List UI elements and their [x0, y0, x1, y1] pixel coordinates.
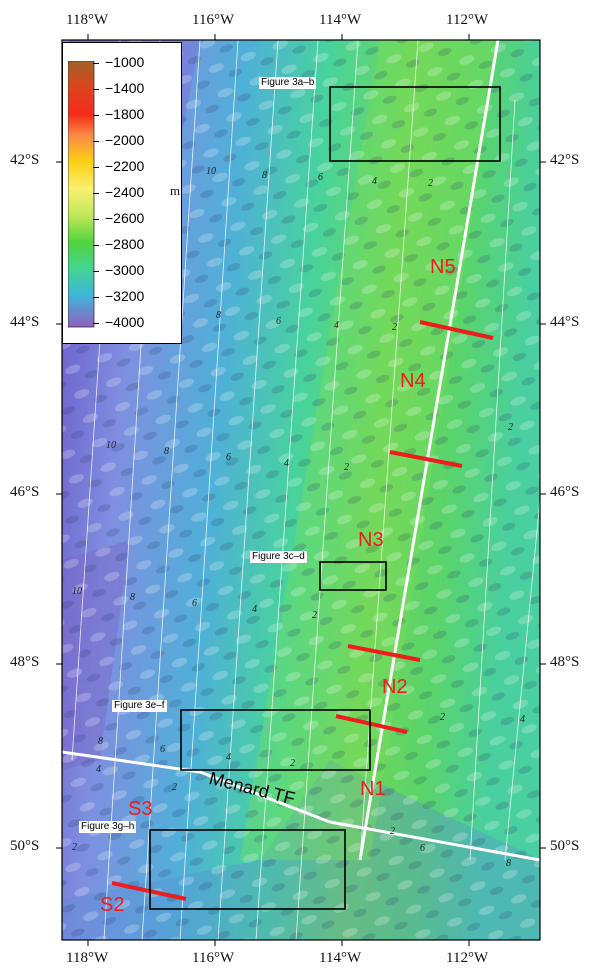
map-frame: [61, 39, 541, 941]
depth-colorbar: −1000 −1400 −1800 −2000 −2200 −2400 −260…: [62, 42, 182, 344]
menard-transform-fault: [62, 750, 540, 862]
contour-label: 6: [192, 598, 197, 609]
x-tick-top-116w: 116°W: [192, 12, 235, 28]
y-tick-right-42s: 42°S: [550, 152, 580, 168]
y-tick-left-48s: 48°S: [10, 654, 40, 670]
contour-label: 8: [506, 858, 511, 869]
boundary-n4-n3: [389, 450, 463, 468]
boundary-s3-s2: [111, 881, 187, 901]
contour-label: 8: [98, 736, 103, 747]
colorbar-label: −3000: [105, 262, 145, 278]
contour-label: 4: [284, 458, 289, 469]
colorbar-label: −1000: [105, 54, 145, 70]
contour-label: 4: [252, 604, 257, 615]
segment-label-n4: N4: [400, 370, 426, 392]
figure-box-3a-b: [329, 86, 501, 162]
segment-label-n1: N1: [360, 778, 386, 800]
colorbar-label: −4000: [105, 314, 145, 330]
contour-label: 8: [262, 170, 267, 181]
segment-label-n3: N3: [358, 529, 384, 551]
figure-box-3e-f: [180, 709, 371, 771]
contour-label: 2: [508, 422, 513, 433]
x-tick-bottom-114w: 114°W: [319, 950, 362, 966]
contour-label: 2: [344, 462, 349, 473]
colorbar-label: −1800: [105, 106, 145, 122]
segment-label-n2: N2: [382, 676, 408, 698]
y-tick-right-46s: 46°S: [550, 484, 580, 500]
y-tick-right-50s: 50°S: [550, 838, 580, 854]
contour-label: 2: [290, 758, 295, 769]
figure-boxes: [149, 86, 501, 910]
contour-label: 2: [440, 712, 445, 723]
figure-3e-f-label: Figure 3e–f: [112, 700, 167, 712]
contour-label: 10: [206, 166, 216, 177]
contour-label: 2: [428, 178, 433, 189]
x-tick-bottom-116w: 116°W: [192, 950, 235, 966]
x-tick-top-118w: 118°W: [66, 12, 109, 28]
contour-label: 4: [226, 752, 231, 763]
contour-label: 6: [226, 452, 231, 463]
contour-label: 10: [72, 586, 82, 597]
colorbar-label: −2400: [105, 184, 145, 200]
colorbar-label: −2600: [105, 210, 145, 226]
segment-label-n5: N5: [430, 256, 456, 278]
contour-label: 6: [276, 316, 281, 327]
figure-box-3c-d: [319, 561, 387, 591]
contour-label: 4: [520, 714, 525, 725]
x-tick-bottom-118w: 118°W: [66, 950, 109, 966]
figure-box-3g-h: [149, 829, 346, 910]
contour-label: 8: [164, 446, 169, 457]
colorbar-label: −3200: [105, 288, 145, 304]
contour-label: 10: [106, 440, 116, 451]
figure-3a-b-label: Figure 3a–b: [259, 77, 317, 89]
colorbar-label: −1400: [105, 80, 145, 96]
contour-label: 8: [216, 310, 221, 321]
boundary-n2-n1: [335, 714, 408, 734]
boundary-n5-n4: [419, 320, 494, 340]
contour-label: 8: [130, 592, 135, 603]
x-tick-top-114w: 114°W: [319, 12, 362, 28]
contour-label: 4: [96, 764, 101, 775]
segment-boundaries: [111, 320, 494, 901]
colorbar-label: −2800: [105, 236, 145, 252]
contour-label: 2: [312, 610, 317, 621]
y-tick-left-46s: 46°S: [10, 484, 40, 500]
figure-3c-d-label: Figure 3c–d: [250, 551, 307, 563]
contour-label: 6: [160, 744, 165, 755]
y-tick-right-48s: 48°S: [550, 654, 580, 670]
contour-label: 4: [372, 176, 377, 187]
boundary-n3-n2: [347, 644, 421, 662]
contour-label: 6: [318, 172, 323, 183]
y-tick-left-50s: 50°S: [10, 838, 40, 854]
y-tick-left-44s: 44°S: [10, 314, 40, 330]
ridge-axis: [358, 40, 500, 861]
segment-label-s3: S3: [128, 798, 153, 820]
colorbar-label: −2200: [105, 158, 145, 174]
colorbar-unit: m: [170, 183, 181, 198]
colorbar-gradient: [68, 61, 95, 328]
x-tick-bottom-112w: 112°W: [446, 950, 489, 966]
axis-ticks: [56, 34, 546, 946]
map-area: [62, 40, 540, 940]
segment-label-s2: S2: [100, 894, 125, 916]
contour-label: 2: [172, 782, 177, 793]
contour-label: 4: [334, 320, 339, 331]
colorbar-label: −2000: [105, 132, 145, 148]
x-tick-top-112w: 112°W: [446, 12, 489, 28]
contour-label: 6: [420, 843, 425, 854]
y-tick-left-42s: 42°S: [10, 152, 40, 168]
contour-label: 2: [390, 826, 395, 837]
figure-3g-h-label: Figure 3g–h: [79, 821, 137, 833]
contour-label: 2: [392, 322, 397, 333]
contour-label: 2: [72, 842, 77, 853]
y-tick-right-44s: 44°S: [550, 314, 580, 330]
